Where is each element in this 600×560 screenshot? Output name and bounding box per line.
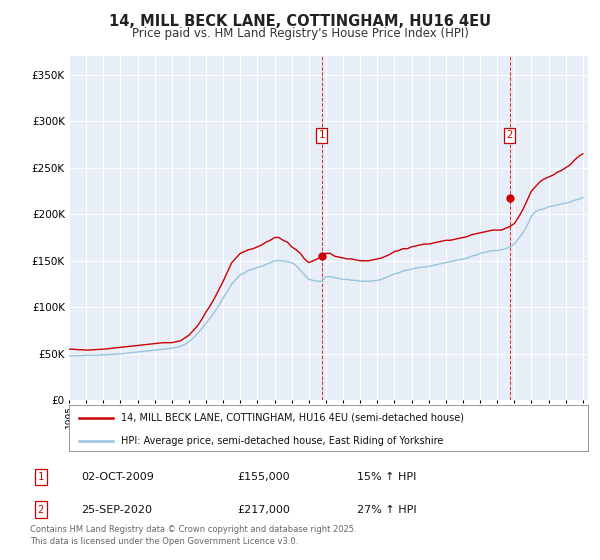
Text: 1: 1 <box>38 472 44 482</box>
Text: £217,000: £217,000 <box>237 505 290 515</box>
Text: 2: 2 <box>506 130 512 140</box>
Text: Contains HM Land Registry data © Crown copyright and database right 2025.
This d: Contains HM Land Registry data © Crown c… <box>30 525 356 546</box>
Text: 02-OCT-2009: 02-OCT-2009 <box>81 472 154 482</box>
Text: 25-SEP-2020: 25-SEP-2020 <box>81 505 152 515</box>
Text: 1: 1 <box>319 130 325 140</box>
Text: 2: 2 <box>38 505 44 515</box>
Text: Price paid vs. HM Land Registry's House Price Index (HPI): Price paid vs. HM Land Registry's House … <box>131 27 469 40</box>
Text: 14, MILL BECK LANE, COTTINGHAM, HU16 4EU: 14, MILL BECK LANE, COTTINGHAM, HU16 4EU <box>109 14 491 29</box>
Text: £155,000: £155,000 <box>237 472 290 482</box>
Text: HPI: Average price, semi-detached house, East Riding of Yorkshire: HPI: Average price, semi-detached house,… <box>121 436 443 446</box>
Text: 14, MILL BECK LANE, COTTINGHAM, HU16 4EU (semi-detached house): 14, MILL BECK LANE, COTTINGHAM, HU16 4EU… <box>121 413 464 423</box>
Text: 15% ↑ HPI: 15% ↑ HPI <box>357 472 416 482</box>
Text: 27% ↑ HPI: 27% ↑ HPI <box>357 505 416 515</box>
